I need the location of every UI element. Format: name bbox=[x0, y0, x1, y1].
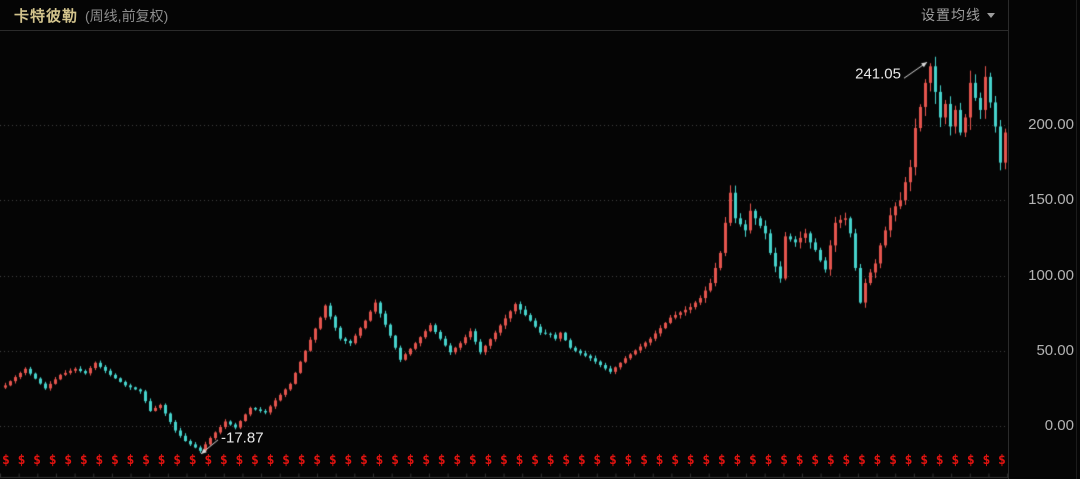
dividend-marker-icon[interactable]: $ bbox=[608, 453, 617, 468]
dividend-marker-icon[interactable]: $ bbox=[780, 453, 788, 468]
dividend-marker-icon[interactable]: $ bbox=[422, 453, 431, 468]
dividend-marker-icon[interactable]: $ bbox=[251, 453, 259, 468]
dividend-marker-icon[interactable]: $ bbox=[33, 453, 41, 468]
dividend-marker-icon[interactable]: $ bbox=[48, 453, 57, 468]
dividend-marker-icon[interactable]: $ bbox=[266, 453, 275, 468]
dividend-marker-icon[interactable]: $ bbox=[577, 453, 586, 468]
dividend-marker-icon[interactable]: $ bbox=[328, 453, 337, 468]
y-axis-label: 150.00 bbox=[1028, 191, 1074, 209]
dividend-marker-icon[interactable]: $ bbox=[733, 453, 742, 468]
dividend-marker-icon[interactable]: $ bbox=[671, 453, 680, 468]
dividend-marker-icon[interactable]: $ bbox=[966, 453, 975, 468]
dividend-marker-icon[interactable]: $ bbox=[17, 453, 26, 468]
y-axis-divider bbox=[1008, 0, 1009, 479]
dividend-marker-icon[interactable]: $ bbox=[282, 453, 290, 468]
dividend-marker-icon[interactable]: $ bbox=[157, 453, 166, 468]
high-price-annotation: 241.05 bbox=[855, 65, 901, 83]
ma-settings-label: 设置均线 bbox=[921, 7, 981, 23]
chevron-down-icon bbox=[987, 12, 995, 18]
dividend-marker-icon[interactable]: $ bbox=[453, 453, 462, 468]
dividend-marker-icon[interactable]: $ bbox=[359, 453, 368, 468]
y-axis-label: 0.00 bbox=[1044, 417, 1074, 434]
dividend-marker-icon[interactable]: $ bbox=[655, 453, 664, 468]
dividend-marker-icon[interactable]: $ bbox=[764, 453, 773, 468]
dividend-marker-icon[interactable]: $ bbox=[686, 453, 695, 468]
dividend-marker-icon[interactable]: $ bbox=[811, 453, 820, 468]
dividend-marker-icon[interactable]: $ bbox=[531, 453, 539, 468]
dividend-marker-icon[interactable]: $ bbox=[142, 453, 150, 468]
dividend-marker-icon[interactable]: $ bbox=[126, 453, 135, 468]
dividend-marker-icon[interactable]: $ bbox=[110, 453, 119, 468]
dividend-marker-icon[interactable]: $ bbox=[64, 453, 73, 468]
dividend-marker-icon[interactable]: $ bbox=[826, 453, 835, 468]
dividend-marker-icon[interactable]: $ bbox=[624, 453, 633, 468]
dividend-marker-icon[interactable]: $ bbox=[235, 453, 244, 468]
dividend-marker-icon[interactable]: $ bbox=[344, 453, 353, 468]
dividend-markers-row: $ $ $ $ $ $ $ $ $ $ $ $ $ $ $ $ $ $ $ $ $ $ $ $ $ $ $ $ $ $ $ $ $ $ $ $ $ $ $ $… bbox=[2, 452, 1006, 469]
dividend-marker-icon[interactable]: $ bbox=[219, 453, 228, 468]
dividend-marker-icon[interactable]: $ bbox=[593, 453, 602, 468]
dividend-marker-icon[interactable]: $ bbox=[889, 453, 897, 468]
dividend-marker-icon[interactable]: $ bbox=[702, 453, 711, 468]
dividend-marker-icon[interactable]: $ bbox=[749, 453, 757, 468]
low-price-annotation: -17.87 bbox=[221, 429, 264, 447]
dividend-marker-icon[interactable]: $ bbox=[857, 453, 866, 468]
dividend-marker-icon[interactable]: $ bbox=[904, 453, 913, 468]
dividend-marker-icon[interactable]: $ bbox=[951, 453, 960, 468]
chart-period-label: (周线,前复权) bbox=[85, 7, 169, 24]
dividend-marker-icon[interactable]: $ bbox=[935, 453, 944, 468]
dividend-marker-icon[interactable]: $ bbox=[437, 453, 446, 468]
dividend-marker-icon[interactable]: $ bbox=[500, 453, 508, 468]
dividend-marker-icon[interactable]: $ bbox=[640, 453, 648, 468]
dividend-marker-icon[interactable]: $ bbox=[717, 453, 726, 468]
y-axis-label: 100.00 bbox=[1028, 266, 1074, 284]
stock-name: 卡特彼勒 bbox=[14, 7, 79, 25]
dividend-marker-icon[interactable]: $ bbox=[313, 453, 322, 468]
dividend-marker-icon[interactable]: $ bbox=[95, 453, 104, 468]
dividend-marker-icon[interactable]: $ bbox=[982, 453, 991, 468]
chart-header: 卡特彼勒 (周线,前复权) 设置均线 bbox=[0, 0, 1008, 31]
dividend-marker-icon[interactable]: $ bbox=[998, 453, 1006, 468]
dividend-marker-icon[interactable]: $ bbox=[204, 453, 213, 468]
y-axis-label: 50.00 bbox=[1036, 341, 1074, 359]
dividend-marker-icon[interactable]: $ bbox=[79, 453, 88, 468]
dividend-marker-icon[interactable]: $ bbox=[546, 453, 555, 468]
candlestick-chart[interactable] bbox=[0, 0, 1008, 479]
dividend-marker-icon[interactable]: $ bbox=[468, 453, 477, 468]
dividend-marker-icon[interactable]: $ bbox=[873, 453, 882, 468]
dividend-marker-icon[interactable]: $ bbox=[406, 453, 415, 468]
dividend-marker-icon[interactable]: $ bbox=[173, 453, 182, 468]
dividend-marker-icon[interactable]: $ bbox=[484, 453, 493, 468]
dividend-marker-icon[interactable]: $ bbox=[920, 453, 929, 468]
dividend-marker-icon[interactable]: $ bbox=[842, 453, 851, 468]
chart-title-group: 卡特彼勒 (周线,前复权) bbox=[14, 5, 168, 26]
dividend-marker-icon[interactable]: $ bbox=[515, 453, 524, 468]
y-axis-label: 200.00 bbox=[1028, 116, 1074, 133]
ma-settings-button[interactable]: 设置均线 bbox=[921, 5, 995, 25]
dividend-marker-icon[interactable]: $ bbox=[297, 453, 306, 468]
right-edge-divider bbox=[1076, 0, 1077, 479]
dividend-marker-icon[interactable]: $ bbox=[2, 453, 10, 468]
dividend-marker-icon[interactable]: $ bbox=[391, 453, 399, 468]
dividend-marker-icon[interactable]: $ bbox=[562, 453, 571, 468]
dividend-marker-icon[interactable]: $ bbox=[375, 453, 384, 468]
dividend-marker-icon[interactable]: $ bbox=[188, 453, 197, 468]
dividend-marker-icon[interactable]: $ bbox=[795, 453, 804, 468]
